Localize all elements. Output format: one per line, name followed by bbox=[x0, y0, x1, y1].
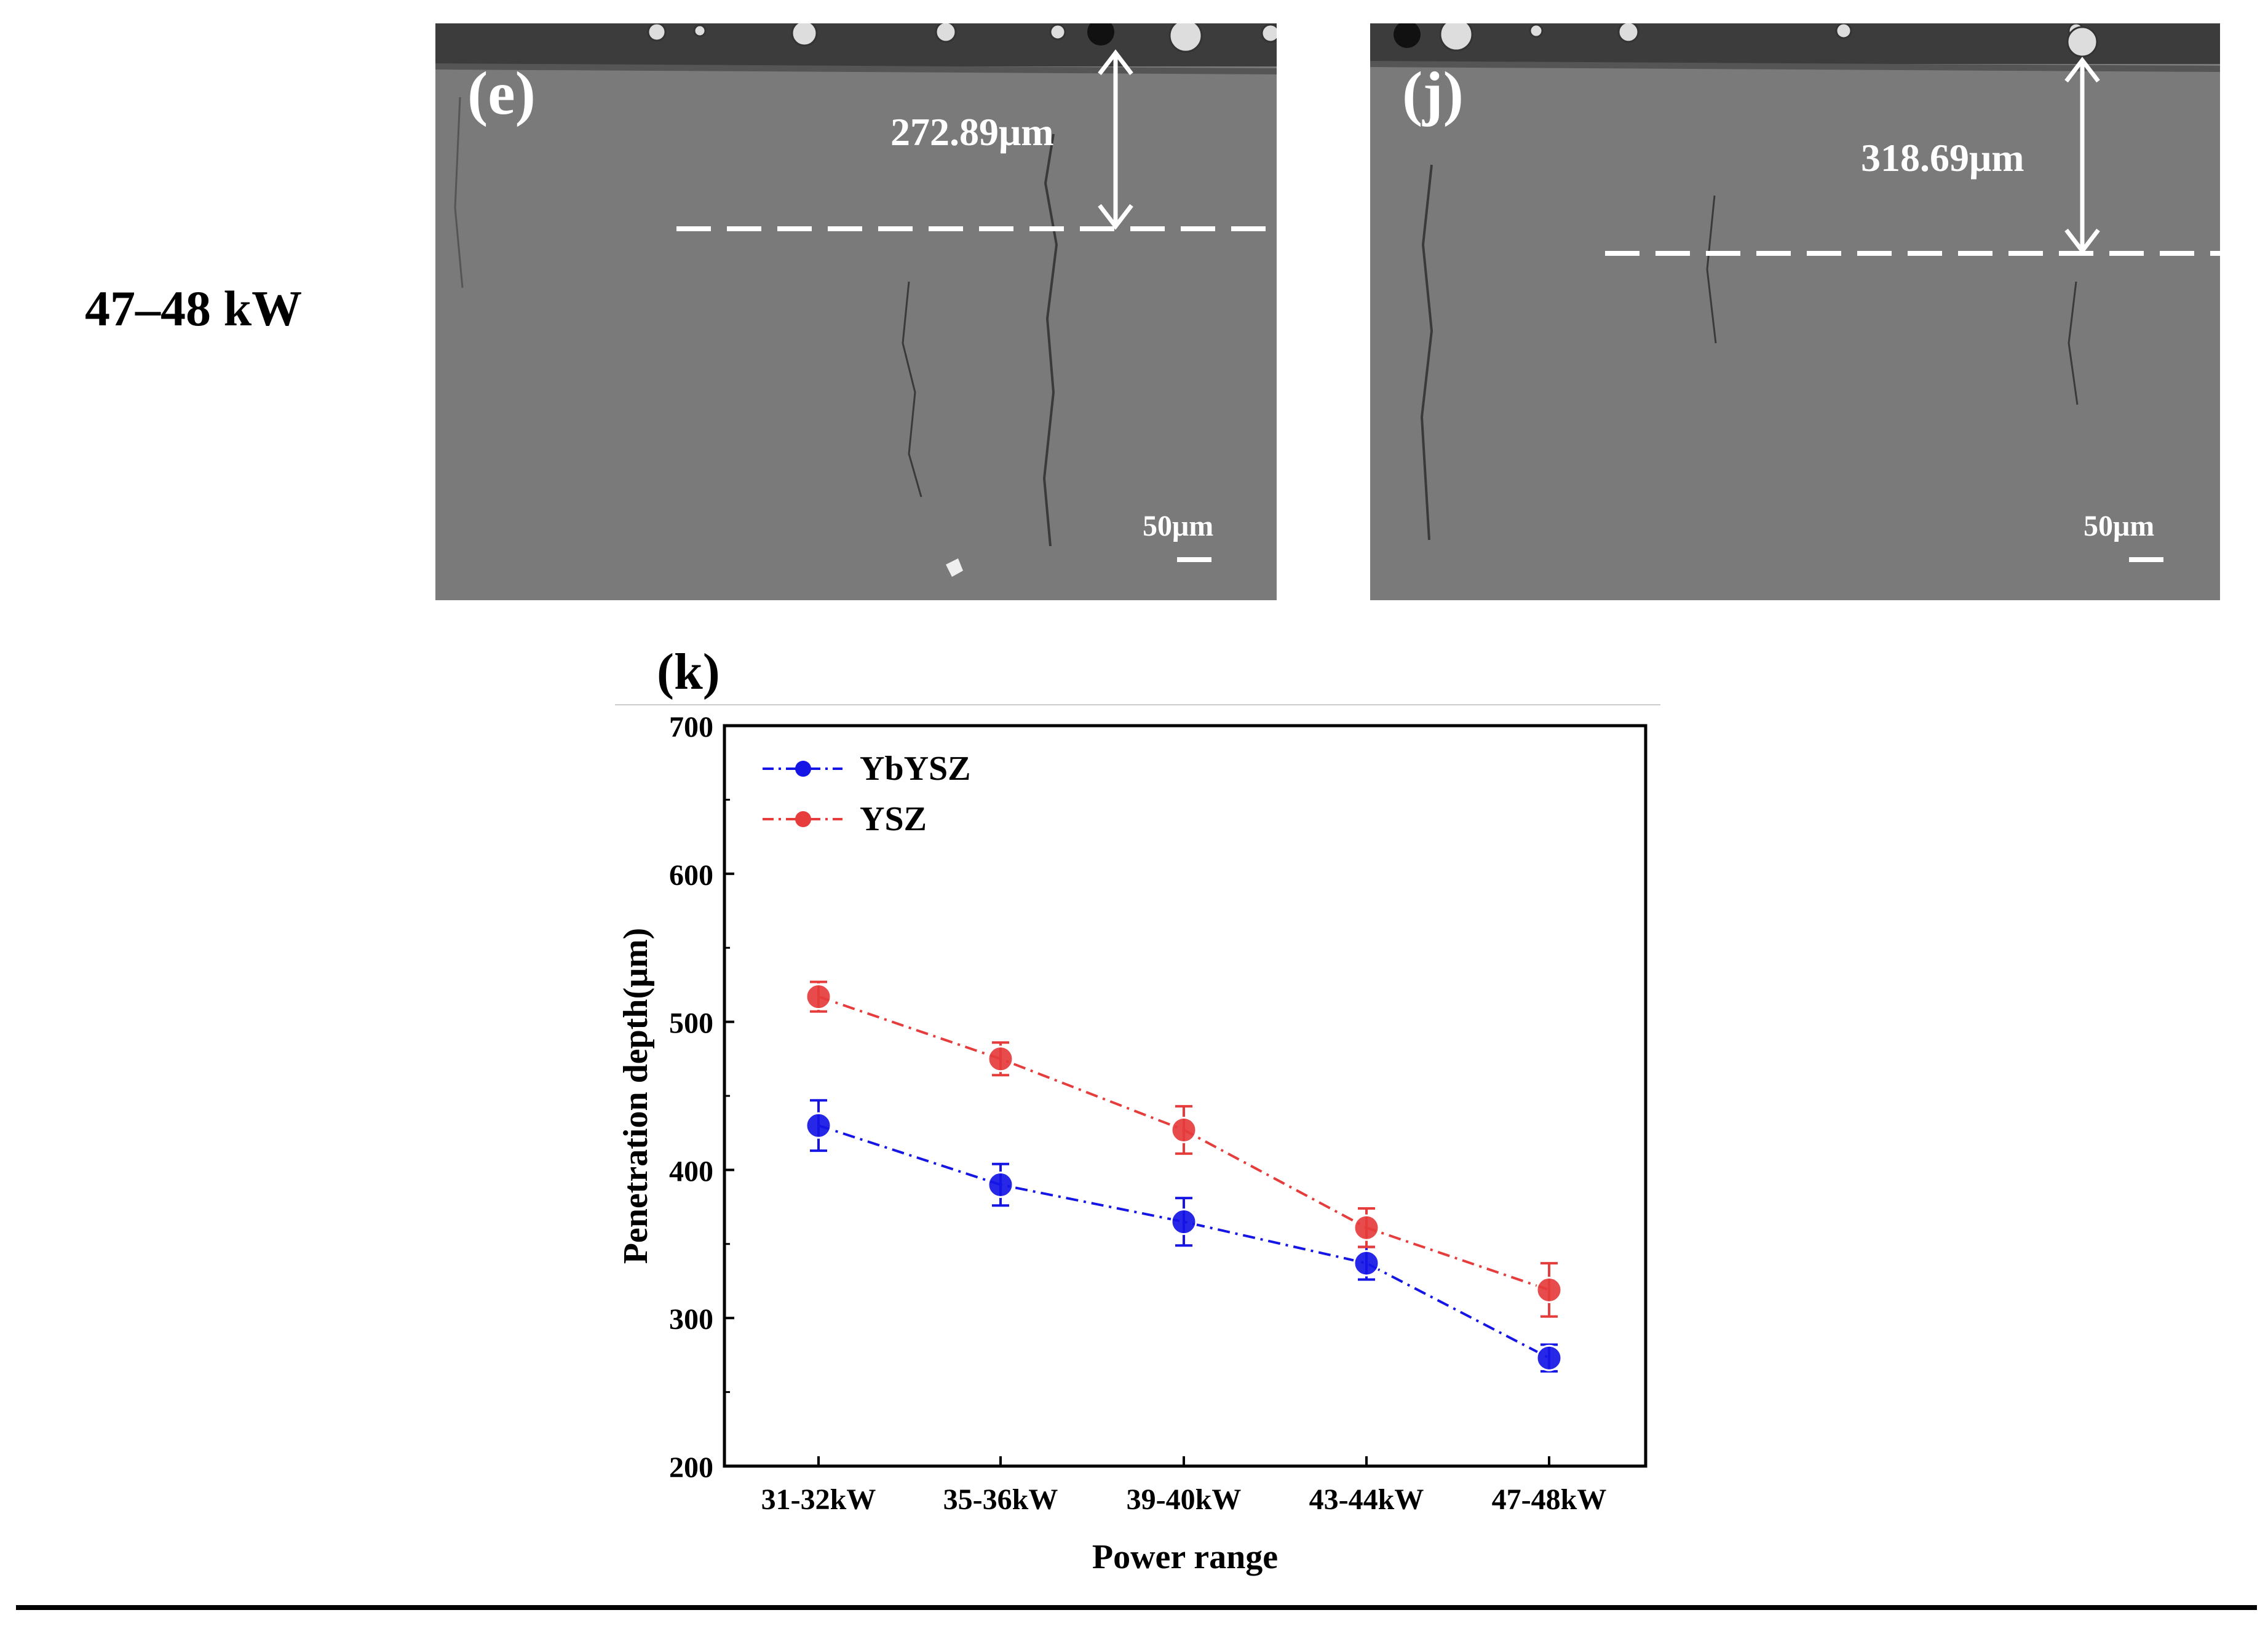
micrograph-j-label: (j) bbox=[1402, 59, 1464, 127]
micrograph-j: (j) 318.69μm 50μm bbox=[1370, 23, 2220, 600]
y-tick-label: 200 bbox=[669, 1451, 713, 1484]
micrograph-j-scale-bar bbox=[2129, 557, 2163, 562]
chart-legend: YbYSZ YSZ bbox=[763, 750, 971, 838]
data-point-ybysz bbox=[987, 1171, 1014, 1198]
y-tick-label: 600 bbox=[669, 859, 713, 892]
data-point-ysz bbox=[1353, 1214, 1380, 1241]
micrograph-e-label: (e) bbox=[467, 59, 536, 127]
micrograph-j-scale-label: 50μm bbox=[2084, 510, 2155, 542]
y-tick-label: 300 bbox=[669, 1303, 713, 1336]
row-label-power: 47–48 kW bbox=[85, 280, 303, 336]
micrograph-e-texture bbox=[435, 23, 1277, 577]
y-axis-ticks: 200 300 400 500 600 700 bbox=[669, 711, 734, 1484]
data-point-ysz bbox=[987, 1045, 1014, 1073]
legend-marker-ybysz bbox=[795, 761, 811, 777]
micrograph-e-scale-label: 50μm bbox=[1143, 510, 1214, 542]
x-tick-label: 39-40kW bbox=[1127, 1483, 1242, 1516]
micrograph-e: (e) 272.89μm 50μm bbox=[435, 23, 1277, 600]
x-axis-ticks: 31-32kW 35-36kW 39-40kW 43-44kW 47-48kW bbox=[761, 1456, 1607, 1516]
x-tick-label: 35-36kW bbox=[943, 1483, 1058, 1516]
data-point-ysz bbox=[805, 983, 832, 1010]
data-point-ysz bbox=[1536, 1276, 1563, 1303]
legend-label-ybysz: YbYSZ bbox=[860, 750, 971, 788]
micrograph-j-texture bbox=[1370, 23, 2220, 541]
x-axis-label: Power range bbox=[1092, 1538, 1278, 1576]
micrograph-e-annotation bbox=[676, 49, 1277, 231]
micrograph-e-measurement: 272.89μm bbox=[890, 110, 1054, 154]
legend-label-ysz: YSZ bbox=[860, 800, 927, 838]
x-tick-label: 47-48kW bbox=[1492, 1483, 1607, 1516]
data-point-ybysz bbox=[1536, 1344, 1563, 1371]
y-tick-label: 400 bbox=[669, 1155, 713, 1188]
micrograph-e-scale-bar bbox=[1177, 557, 1211, 562]
legend-marker-ysz bbox=[795, 811, 811, 827]
y-axis-label: Penetration depth(μm) bbox=[617, 928, 655, 1264]
micrograph-j-annotation bbox=[1605, 57, 2220, 256]
x-tick-label: 43-44kW bbox=[1309, 1483, 1424, 1516]
chart-series bbox=[805, 980, 1563, 1373]
chart-panel-label: (k) bbox=[657, 643, 720, 700]
x-tick-label: 31-32kW bbox=[761, 1483, 876, 1516]
data-point-ybysz bbox=[805, 1112, 832, 1139]
bottom-rule bbox=[16, 1605, 2257, 1610]
data-point-ysz bbox=[1170, 1116, 1197, 1143]
data-point-ybysz bbox=[1170, 1208, 1197, 1235]
micrograph-j-measurement: 318.69μm bbox=[1861, 136, 2024, 180]
y-tick-label: 700 bbox=[669, 711, 713, 744]
y-tick-label: 500 bbox=[669, 1007, 713, 1040]
data-point-ybysz bbox=[1353, 1250, 1380, 1277]
